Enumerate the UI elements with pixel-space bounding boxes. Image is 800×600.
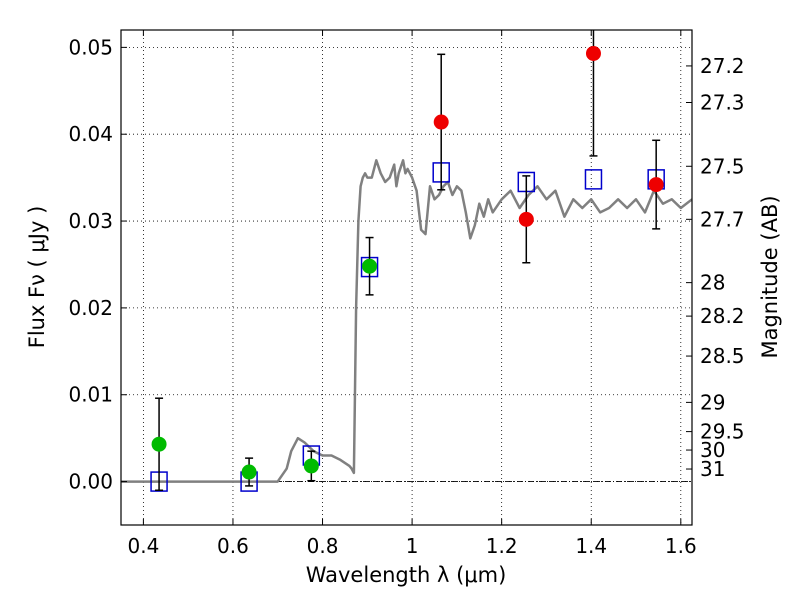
x-tick-label: 1.6 <box>665 534 697 558</box>
y-axis-label: Flux Fν ( μJy ) <box>25 206 49 349</box>
data-layer <box>121 30 692 492</box>
x-tick-label: 0.6 <box>217 534 249 558</box>
y2-tick-label: 28.5 <box>700 344 745 368</box>
y-tick-label: 0.05 <box>68 35 113 59</box>
x-tick-label: 0.4 <box>127 534 159 558</box>
observed-red-point <box>433 114 449 130</box>
y2-tick-label: 28.2 <box>700 304 745 328</box>
observed-green-point <box>362 258 378 274</box>
x-tick-label: 1 <box>406 534 419 558</box>
observed-green-point <box>151 436 167 452</box>
plot-area <box>121 30 692 525</box>
x-tick-label: 1.2 <box>486 534 518 558</box>
observed-green-point <box>241 464 257 480</box>
y-axis: 0.00 0.01 0.02 0.03 0.04 0.05 <box>68 35 127 494</box>
grid <box>121 30 692 525</box>
x-axis: 0.4 0.6 0.8 1 1.2 1.4 1.6 <box>127 30 697 558</box>
y2-tick-label: 31 <box>700 457 725 481</box>
y-tick-label: 0.02 <box>68 296 113 320</box>
y2-tick-label: 27.5 <box>700 154 745 178</box>
x-tick-label: 1.4 <box>575 534 607 558</box>
y2-tick-label: 28 <box>700 271 725 295</box>
plot-frame <box>120 29 693 526</box>
observed-red-point <box>518 211 534 227</box>
y2-tick-label: 29 <box>700 390 725 414</box>
y2-tick-label: 27.3 <box>700 90 745 114</box>
observed-red-point <box>585 45 601 61</box>
y-tick-label: 0.04 <box>68 122 113 146</box>
y2-axis-label: Magnitude (AB) <box>758 195 782 358</box>
model-spectrum-line <box>121 159 692 483</box>
y2-tick-label: 29.5 <box>700 420 745 444</box>
model-point <box>584 169 603 190</box>
x-axis-label: Wavelength λ (μm) <box>306 563 507 587</box>
y-tick-label: 0.03 <box>68 209 113 233</box>
y2-tick-label: 27.7 <box>700 207 745 231</box>
observed-red-point <box>648 177 664 193</box>
y2-tick-label: 27.2 <box>700 54 745 78</box>
x-tick-label: 0.8 <box>307 534 339 558</box>
y-tick-label: 0.01 <box>68 383 113 407</box>
y2-tick-label: 30 <box>700 438 725 462</box>
y-tick-label: 0.00 <box>68 470 113 494</box>
observed-green-point <box>303 458 319 474</box>
